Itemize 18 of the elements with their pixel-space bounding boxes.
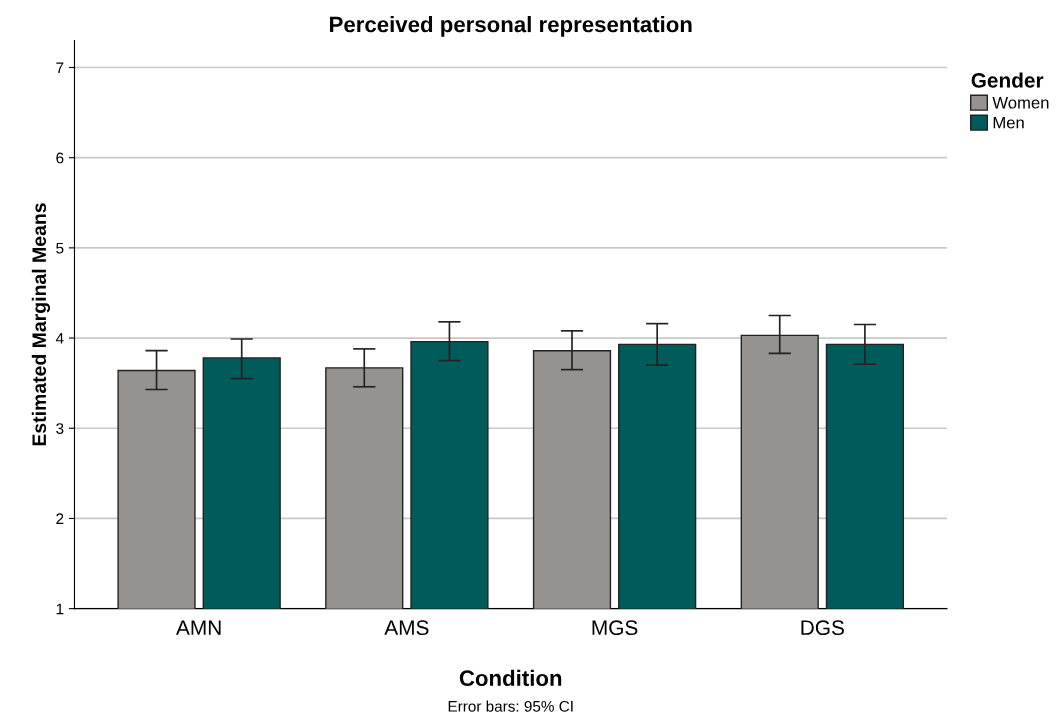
x-tick-label: MGS <box>592 620 638 636</box>
x-axis-title: Condition <box>459 669 562 687</box>
legend-title: Gender <box>971 72 1044 88</box>
chart-title: Perceived personal representation <box>330 15 692 37</box>
legend-label: Men <box>993 116 1024 129</box>
x-tick-label: AMN <box>176 620 221 635</box>
x-tick-label: AMS <box>384 620 429 636</box>
y-tick-label: 7 <box>56 62 64 74</box>
legend-label: Women <box>992 96 1049 109</box>
text: Error bars: 95% CI <box>448 700 573 712</box>
x-tick-label: DGS <box>801 620 844 636</box>
y-tick-label: 1 <box>56 603 64 615</box>
y-tick-label: 2 <box>56 513 64 524</box>
y-tick-label: 3 <box>56 423 64 434</box>
y-tick-label: 6 <box>56 152 64 164</box>
y-tick-label: 5 <box>56 242 64 254</box>
y-tick-label: 4 <box>55 333 64 344</box>
y-axis-title: Estimated Marginal Means <box>31 203 51 446</box>
